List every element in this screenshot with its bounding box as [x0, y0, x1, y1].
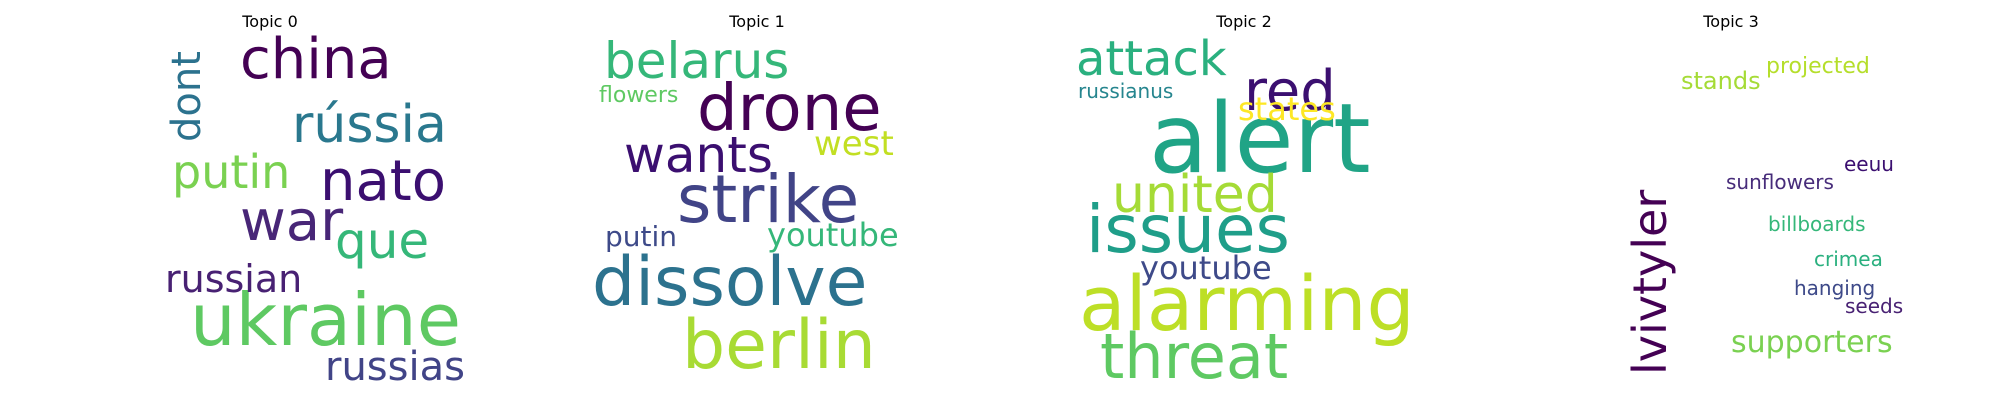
- word-drone: drone: [697, 72, 882, 146]
- word-youtube: youtube: [1140, 249, 1272, 287]
- word-hanging: hanging: [1794, 276, 1875, 300]
- word-putin: putin: [605, 220, 677, 253]
- word-que: que: [335, 212, 429, 270]
- word-attack: attack: [1076, 31, 1227, 87]
- word-belarus: belarus: [604, 32, 789, 90]
- word-strike: strike: [677, 161, 859, 238]
- word-russian: russian: [165, 257, 302, 301]
- word-lvivtyler: lvivtyler: [1623, 190, 1677, 375]
- word-seeds: seeds: [1845, 294, 1903, 318]
- word-war: war: [240, 189, 344, 254]
- word-alert: alert: [1149, 83, 1371, 195]
- word-states: states: [1238, 90, 1336, 128]
- word-united: united: [1112, 165, 1278, 225]
- word-russianus: russianus: [1078, 79, 1173, 103]
- word-threat: threat: [1100, 320, 1288, 393]
- topic-3-panel: Topic 3 lvivtyler supporters stands project…: [1531, 0, 1931, 400]
- topic-2-panel: Topic 2 alert alarming issues threat united r…: [1044, 0, 1444, 400]
- word-sunflowers: sunflowers: [1726, 170, 1834, 194]
- word-youtube: youtube: [767, 216, 899, 254]
- word-eeuu: eeuu: [1844, 152, 1894, 176]
- topic-2-title: Topic 2: [1216, 12, 1272, 31]
- topic-0-panel: Topic 0 ukraine china rússia nato putin war qu…: [70, 0, 470, 400]
- word-dissolve: dissolve: [592, 243, 868, 322]
- word-west: west: [814, 124, 894, 164]
- word-issues: issues: [1086, 191, 1290, 268]
- topic-1-title: Topic 1: [729, 12, 785, 31]
- word-putin: putin: [172, 145, 290, 199]
- word-projected: projected: [1766, 54, 1870, 79]
- word-billboards: billboards: [1768, 212, 1866, 236]
- word-china: china: [240, 27, 392, 92]
- word-supporters: supporters: [1731, 325, 1893, 360]
- word-wants: wants: [624, 126, 773, 184]
- word-dont: dont: [164, 51, 210, 142]
- word-red: red: [1244, 59, 1336, 124]
- word-alarming: alarming: [1079, 259, 1415, 348]
- word-flowers: flowers: [599, 83, 678, 108]
- topic-1-panel: Topic 1 dissolve berlin strike drone belarus…: [557, 0, 957, 400]
- word-rússia: rússia: [292, 95, 447, 155]
- word-russias: russias: [325, 344, 465, 390]
- word-crimea: crimea: [1814, 247, 1883, 271]
- word-stands: stands: [1681, 67, 1761, 95]
- topic-3-title: Topic 3: [1703, 12, 1759, 31]
- word-ukraine: ukraine: [190, 278, 461, 362]
- word-nato: nato: [320, 149, 446, 214]
- topic-0-title: Topic 0: [242, 12, 298, 31]
- word-berlin: berlin: [682, 306, 876, 385]
